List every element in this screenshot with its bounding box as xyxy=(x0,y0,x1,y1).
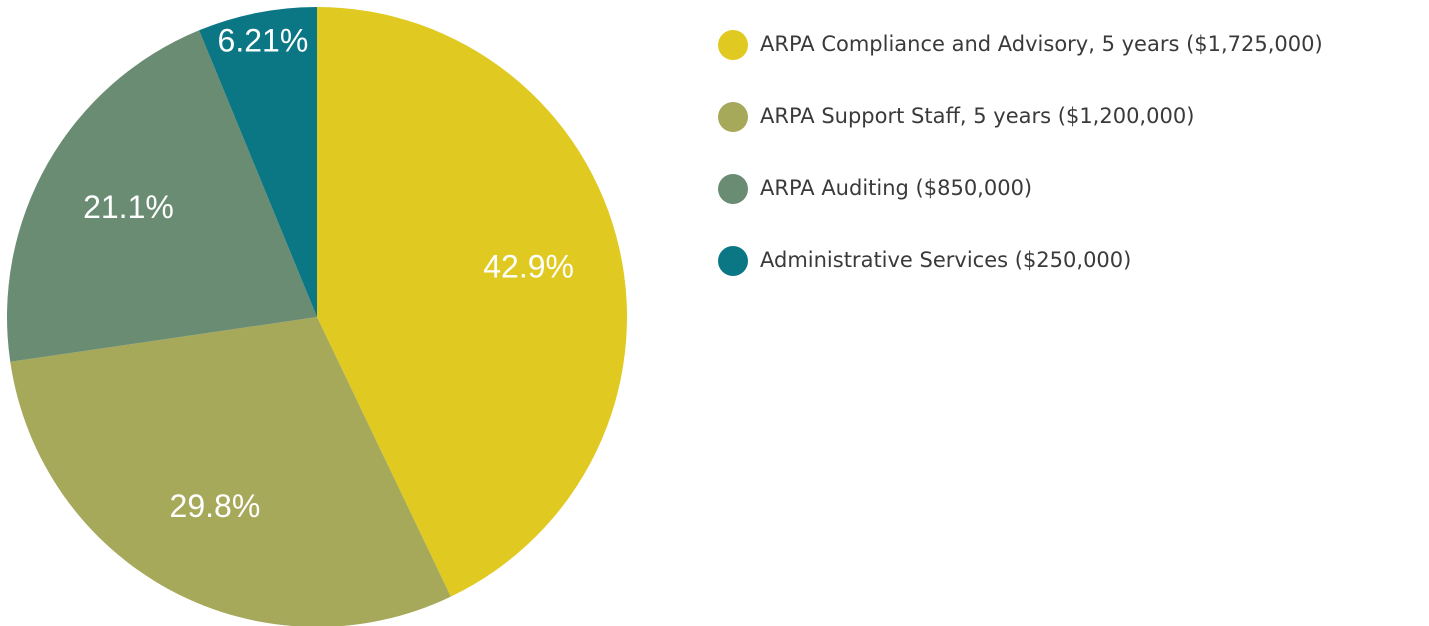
legend-label: ARPA Auditing ($850,000) xyxy=(760,176,1032,200)
legend-swatch xyxy=(718,174,748,204)
pie-slice xyxy=(199,7,317,317)
pie-slice xyxy=(10,317,451,626)
legend-swatch xyxy=(718,102,748,132)
legend-swatch xyxy=(718,246,748,276)
slice-label: 6.21% xyxy=(218,23,309,59)
slice-label: 21.1% xyxy=(83,189,174,225)
pie-slice xyxy=(7,30,318,362)
slice-label: 42.9% xyxy=(483,248,574,284)
legend-label: ARPA Support Staff, 5 years ($1,200,000) xyxy=(760,104,1194,128)
legend-swatch xyxy=(718,30,748,60)
legend-label: ARPA Compliance and Advisory, 5 years ($… xyxy=(760,32,1323,56)
slice-label: 29.8% xyxy=(170,488,261,524)
legend-label: Administrative Services ($250,000) xyxy=(760,248,1131,272)
pie-slice xyxy=(317,7,628,597)
